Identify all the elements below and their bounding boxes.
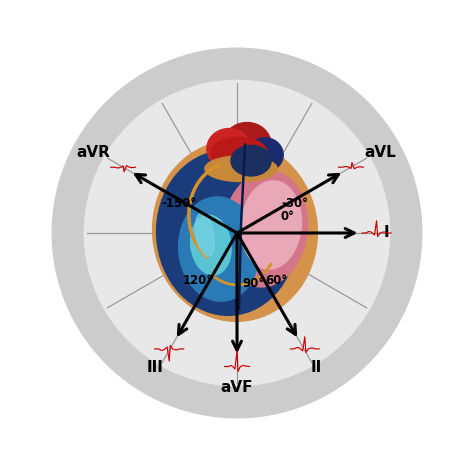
Ellipse shape: [231, 146, 271, 176]
Text: 90°: 90°: [242, 277, 264, 290]
Text: -30°: -30°: [282, 197, 308, 210]
Text: -150°: -150°: [162, 197, 197, 210]
Ellipse shape: [191, 215, 231, 275]
Ellipse shape: [247, 138, 283, 172]
Text: aVR: aVR: [76, 145, 110, 160]
Ellipse shape: [179, 197, 259, 301]
Text: III: III: [147, 360, 164, 375]
Ellipse shape: [211, 137, 267, 168]
Circle shape: [52, 48, 422, 418]
Text: 0°: 0°: [281, 210, 294, 223]
Ellipse shape: [153, 141, 318, 321]
Text: II: II: [310, 360, 321, 375]
Ellipse shape: [241, 181, 301, 269]
Ellipse shape: [156, 151, 297, 315]
Ellipse shape: [223, 171, 308, 287]
Text: aVL: aVL: [364, 145, 396, 160]
Ellipse shape: [195, 213, 214, 257]
Ellipse shape: [223, 122, 271, 167]
Ellipse shape: [205, 156, 277, 182]
Circle shape: [84, 80, 390, 386]
Text: aVF: aVF: [221, 380, 253, 394]
Text: 120°: 120°: [182, 274, 213, 287]
Ellipse shape: [207, 128, 251, 169]
Text: 60°: 60°: [265, 274, 287, 287]
Text: I: I: [383, 226, 389, 240]
